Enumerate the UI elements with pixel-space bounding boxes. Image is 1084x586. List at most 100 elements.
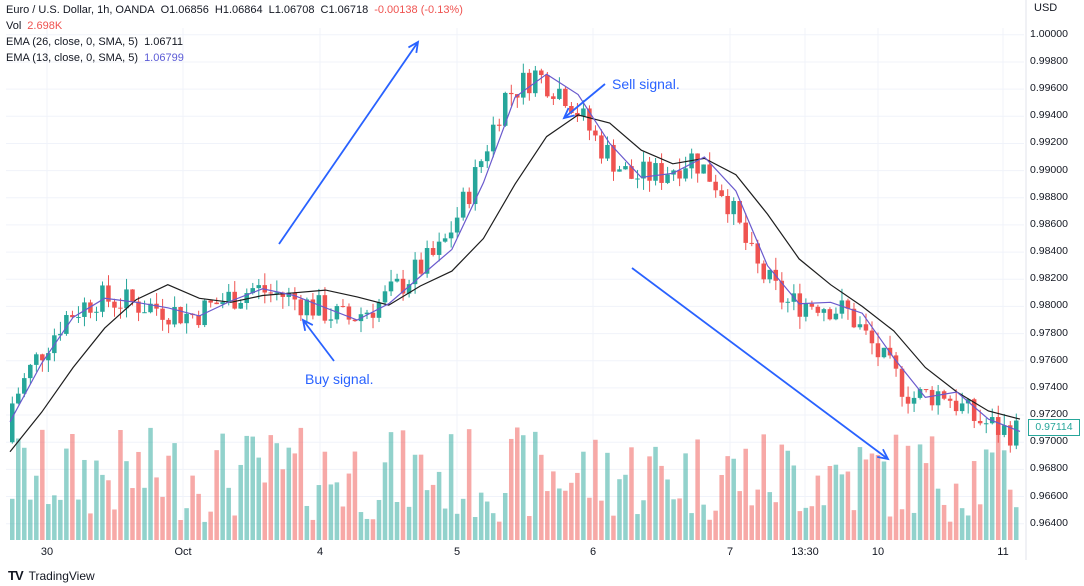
volume-bar	[581, 451, 586, 540]
candle-body	[412, 259, 418, 285]
volume-bar	[569, 482, 574, 540]
volume-bar	[803, 507, 809, 540]
tradingview-footer[interactable]: TV TradingView	[8, 568, 95, 583]
candle-body	[394, 278, 400, 282]
currency-label: USD	[1034, 2, 1058, 14]
candle-body	[298, 299, 304, 316]
volume-bar	[701, 504, 706, 540]
volume-bar	[136, 451, 141, 540]
candle-body	[328, 319, 334, 321]
volume-bar	[845, 471, 851, 540]
candle-body	[430, 248, 436, 255]
volume-bar	[322, 451, 328, 540]
volume-bar	[959, 508, 965, 540]
candle-body	[875, 343, 881, 358]
candle-body	[869, 330, 875, 344]
candle-body	[274, 292, 280, 294]
volume-bar	[304, 505, 310, 540]
volume-bar	[941, 504, 947, 540]
candle-body	[767, 269, 773, 280]
candle-body	[148, 303, 153, 313]
price-tick-label: 0.99400	[1030, 109, 1068, 122]
candle-body	[827, 309, 833, 320]
price-tick-label: 0.98600	[1030, 217, 1068, 230]
candle-body	[40, 354, 45, 361]
volume-bar	[250, 436, 255, 540]
volume-bar	[887, 516, 893, 540]
time-tick-label: 6	[589, 546, 597, 558]
ema13-label[interactable]: EMA (13, close, 0, SMA, 5)	[6, 52, 139, 64]
time-tick-label: 30	[40, 546, 54, 558]
candle-body	[82, 302, 87, 317]
candle-body	[340, 306, 346, 308]
volume-bar	[166, 455, 171, 540]
volume-bar	[875, 454, 881, 540]
volume-bar	[424, 490, 430, 540]
volume-bar	[995, 430, 1001, 540]
candle-body	[665, 174, 670, 183]
volume-bar	[160, 496, 165, 540]
ema26-label[interactable]: EMA (26, close, 0, SMA, 5)	[6, 36, 139, 48]
volume-bar	[515, 427, 520, 540]
volume-bar	[334, 482, 340, 540]
volume-bar	[220, 433, 225, 540]
volume-bar	[905, 445, 911, 540]
time-tick-label: 11	[997, 546, 1009, 558]
symbol-title[interactable]: Euro / U.S. Dollar, 1h, OANDA	[6, 4, 155, 16]
downtrend-arrow	[631, 267, 889, 460]
candle-body	[971, 399, 977, 421]
volume-bar	[478, 492, 484, 540]
volume-bar	[328, 484, 334, 540]
volume-bar	[268, 435, 274, 540]
candle-body	[911, 397, 917, 404]
volume-bar	[587, 497, 592, 540]
price-tick-label: 0.99200	[1030, 136, 1068, 149]
volume-bar	[539, 454, 544, 540]
candle-body	[454, 217, 460, 233]
candle-body	[599, 135, 604, 159]
volume-bar	[340, 506, 346, 540]
time-tick-label: 5	[453, 546, 461, 558]
volume-bar	[869, 453, 875, 540]
volume-label[interactable]: Vol	[6, 20, 22, 32]
candle-body	[196, 315, 201, 326]
volume-bar	[917, 444, 923, 540]
volume-bar	[935, 488, 941, 540]
last-price-label: 0.97114	[1028, 418, 1080, 436]
volume-bar	[466, 429, 472, 540]
volume-bar	[370, 519, 376, 540]
volume-bar	[502, 493, 508, 540]
volume-bar	[821, 505, 827, 540]
candle-body	[851, 308, 857, 328]
candle-body	[160, 308, 165, 320]
candle-body	[448, 232, 454, 239]
volume-bar	[262, 482, 268, 540]
volume-bar	[376, 499, 382, 540]
volume-bar	[815, 475, 821, 540]
volume-bar	[575, 472, 580, 540]
candle-body	[587, 108, 592, 131]
downtrend-arrow-head	[877, 448, 890, 461]
volume-bar	[749, 505, 754, 540]
volume-bar	[484, 501, 490, 540]
volume-bar	[761, 434, 766, 540]
candle-body	[112, 301, 117, 308]
candle-body	[466, 191, 472, 205]
candle-body	[418, 259, 424, 274]
candle-body	[436, 241, 442, 255]
volume-bar	[58, 499, 63, 540]
candle-body	[923, 389, 929, 391]
candle-body	[833, 313, 839, 320]
candle-body	[893, 355, 899, 369]
candle-body	[755, 243, 760, 264]
candle-body	[310, 299, 316, 316]
candle-body	[995, 417, 1001, 435]
candle-body	[508, 92, 514, 95]
candle-body	[641, 161, 646, 179]
candle-body	[94, 311, 99, 313]
volume-bar	[454, 513, 460, 540]
candle-body	[815, 306, 821, 313]
volume-bar	[16, 438, 21, 540]
volume-bar	[154, 477, 159, 540]
